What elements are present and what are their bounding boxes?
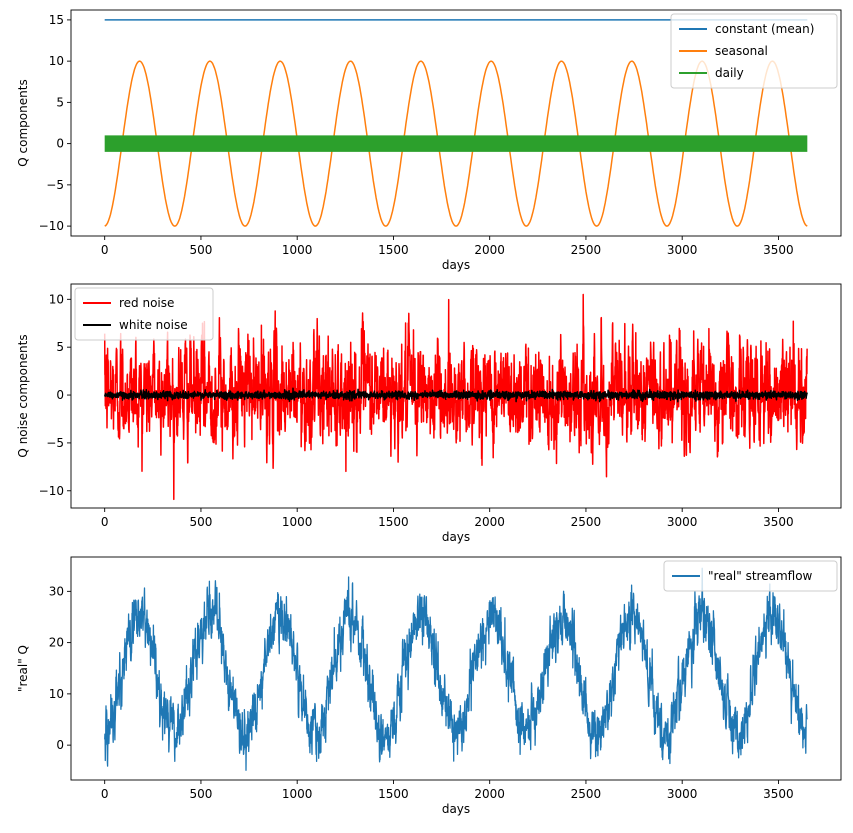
x-tick-label: 500 [189, 787, 212, 801]
legend-label: white noise [119, 318, 188, 332]
legend-box [663, 560, 838, 592]
x-tick-label: 2500 [571, 515, 602, 529]
axes-frame [70, 556, 842, 781]
legend-box [670, 13, 838, 89]
x-axis-label: days [442, 530, 470, 544]
y-tick-label: 30 [49, 584, 64, 598]
y-axis-label: Q components [16, 79, 30, 166]
y-tick-label: −10 [39, 484, 64, 498]
y-tick-label: 15 [49, 13, 64, 27]
y-tick-label: −5 [46, 436, 64, 450]
legend: constant (mean) seasonal daily [670, 13, 838, 89]
legend-label: red noise [119, 296, 174, 310]
y-tick-label: 10 [49, 54, 64, 68]
x-tick-label: 2000 [474, 787, 505, 801]
plot-area [103, 293, 808, 501]
x-axis-label: days [442, 258, 470, 272]
legend: "real" streamflow [663, 560, 838, 592]
y-tick-label: 0 [56, 738, 64, 752]
series-line-seasonal [104, 60, 808, 227]
series-line-red-noise [103, 293, 808, 501]
y-tick-label: 10 [49, 687, 64, 701]
y-tick-label: 20 [49, 636, 64, 650]
legend-label: daily [715, 66, 744, 80]
x-tick-label: 1000 [282, 243, 313, 257]
legend-label: seasonal [715, 44, 768, 58]
x-axis-label: days [442, 802, 470, 816]
streamflow-panel: 0 500 1000 1500 2000 2500 3000 3500 0 10 20 30 days "… [16, 556, 842, 816]
y-axis-label: Q noise components [16, 334, 30, 457]
x-tick-label: 1500 [378, 787, 409, 801]
x-tick-label: 2500 [571, 787, 602, 801]
series-line-real-streamflow [104, 567, 808, 771]
x-tick-label: 0 [101, 515, 109, 529]
y-tick-label: 10 [49, 292, 64, 306]
y-tick-label: −5 [46, 178, 64, 192]
x-tick-label: 3500 [763, 243, 794, 257]
x-tick-label: 500 [189, 243, 212, 257]
x-tick-label: 1000 [282, 515, 313, 529]
series-line-white-noise [103, 387, 808, 403]
x-tick-label: 1500 [378, 243, 409, 257]
y-tick-label: 5 [56, 95, 64, 109]
x-tick-label: 3000 [667, 787, 698, 801]
y-tick-label: 0 [56, 137, 64, 151]
components-panel: 0 500 1000 1500 2000 2500 3000 3500 −10 −5 0 5 10 15 d… [16, 9, 842, 272]
x-tick-label: 2500 [571, 243, 602, 257]
x-tick-label: 3500 [763, 515, 794, 529]
x-tick-label: 500 [189, 515, 212, 529]
noise-panel: 0 500 1000 1500 2000 2500 3000 3500 −10 −5 0 5 10 day… [16, 283, 842, 544]
x-tick-label: 1000 [282, 787, 313, 801]
legend: red noise white noise [74, 287, 214, 341]
y-tick-label: 5 [56, 340, 64, 354]
axes-frame [70, 283, 842, 509]
axes-frame [70, 9, 842, 237]
x-tick-label: 3000 [667, 243, 698, 257]
x-tick-label: 2000 [474, 515, 505, 529]
legend-label: "real" streamflow [708, 569, 813, 583]
y-tick-label: 0 [56, 388, 64, 402]
x-tick-label: 3000 [667, 515, 698, 529]
x-tick-label: 3500 [763, 787, 794, 801]
legend-box [74, 287, 214, 341]
series-band-daily [104, 135, 808, 152]
plot-area [104, 567, 808, 771]
x-tick-label: 1500 [378, 515, 409, 529]
x-tick-label: 2000 [474, 243, 505, 257]
y-axis-label: "real" Q [16, 645, 30, 692]
x-tick-label: 0 [101, 787, 109, 801]
x-tick-label: 0 [101, 243, 109, 257]
y-tick-label: −10 [39, 219, 64, 233]
legend-label: constant (mean) [715, 22, 814, 36]
